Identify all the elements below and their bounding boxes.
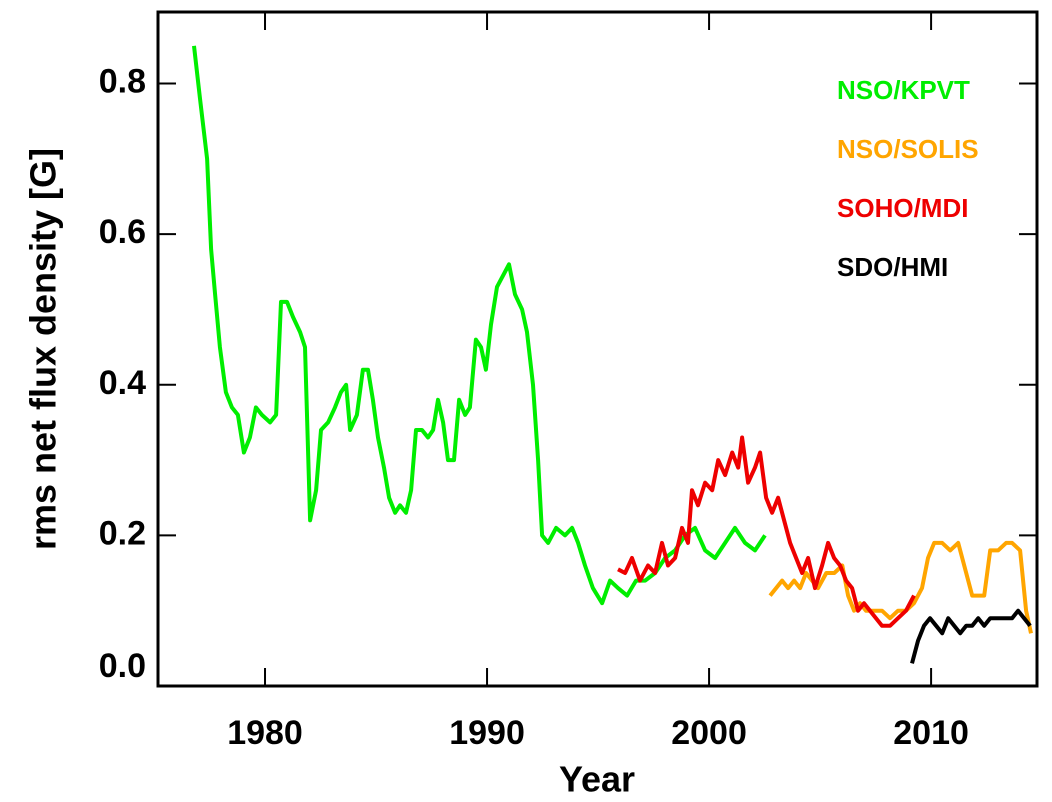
x-axis-title: Year: [559, 759, 635, 800]
plot-frame: [156, 10, 1039, 688]
y-axis-title: rms net flux density [G]: [23, 148, 64, 550]
series-line: [617, 435, 916, 628]
legend-label: NSO/SOLIS: [837, 134, 979, 164]
x-tick-label: 2010: [893, 714, 969, 752]
series-line: [192, 45, 767, 606]
y-tick-label: 0.8: [99, 63, 146, 101]
y-tick-label: 0.6: [99, 213, 146, 251]
legend-label: NSO/KPVT: [837, 75, 970, 105]
y-tick-label: 0.2: [99, 514, 146, 552]
legend-label: SOHO/MDI: [837, 193, 968, 223]
legend-label: SDO/HMI: [837, 252, 948, 282]
x-tick-label: 1980: [227, 714, 303, 752]
y-tick-label: 0.0: [99, 647, 146, 685]
series-line: [768, 540, 1033, 634]
series-line: [910, 608, 1032, 664]
x-tick-label: 2000: [671, 714, 747, 752]
x-tick-label: 1990: [449, 714, 525, 752]
y-tick-label: 0.4: [99, 364, 146, 402]
